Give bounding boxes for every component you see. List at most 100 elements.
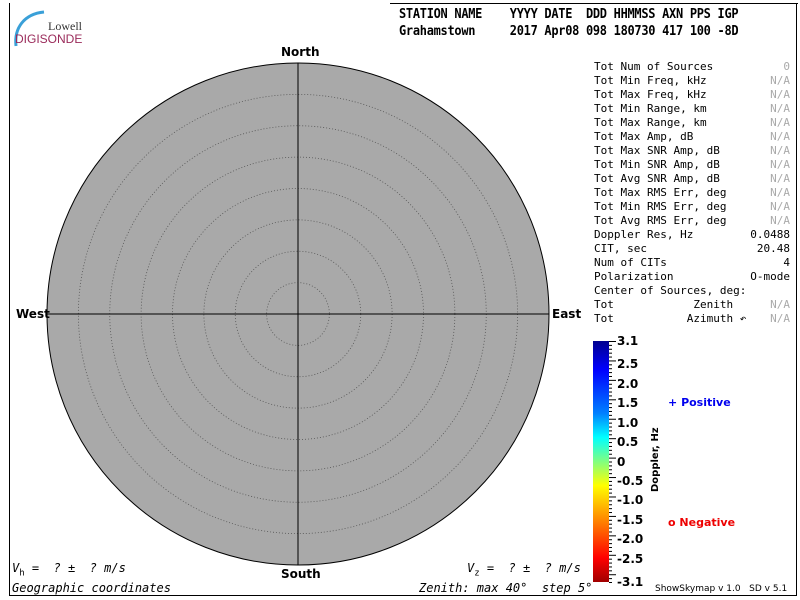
stat-row: Tot Azimuth ↶ N/A [594, 312, 790, 326]
stat-label: Tot Min Range, km [594, 102, 707, 115]
stat-value: 20.48 [756, 242, 790, 255]
stat-label: Tot Max SNR Amp, dB [594, 144, 720, 157]
stat-label: Tot Min SNR Amp, dB [594, 158, 720, 171]
south-label: South [281, 567, 321, 581]
north-label: North [281, 45, 320, 59]
app-version: ShowSkymap v 1.0 [655, 584, 741, 594]
logo-brand: DIGISONDE [15, 32, 83, 46]
colorbar-tick-label: 0.5 [617, 435, 639, 450]
colorbar-tick-label: 2.5 [617, 357, 639, 372]
stat-row: Tot Max RMS Err, deg N/A [594, 186, 790, 200]
vh-symbol: V [12, 561, 20, 575]
colorbar [593, 341, 609, 582]
vh-readout: Vh = ? ± ? m/s [12, 561, 126, 578]
colorbar-ticks [609, 341, 616, 583]
stat-row: Tot Min Range, km N/A [594, 102, 790, 116]
west-label: West [16, 307, 50, 321]
vh-value: = ? ± ? m/s [24, 561, 126, 575]
colorbar-tick-label: 2.0 [617, 376, 639, 391]
stat-label: Tot Max Freq, kHz [594, 88, 707, 101]
colorbar-tick-label: -3.1 [617, 575, 644, 589]
stat-label: Center of Sources, deg: [594, 284, 747, 297]
colorbar-tick-label: 3.1 [617, 334, 639, 348]
stat-row: Tot Avg RMS Err, deg N/A [594, 214, 790, 228]
stat-value: N/A [770, 102, 790, 115]
stat-label: Tot Min RMS Err, deg [594, 200, 727, 213]
stat-label: Tot Max RMS Err, deg [594, 186, 727, 199]
vh-subscript: h [19, 568, 25, 579]
stat-row: CIT, sec 20.48 [594, 242, 790, 256]
stat-label: Doppler Res, Hz [594, 228, 694, 241]
header-labels: STATION NAME YYYY DATE DDD HHMMSS AXN PP… [399, 7, 739, 22]
stat-row: Tot Min Freq, kHz N/A [594, 74, 790, 88]
logo-text: Lowell [48, 19, 82, 33]
colorbar-tick-label: 1.5 [617, 396, 639, 411]
stat-value: N/A [770, 186, 790, 199]
legend-positive: + Positive [668, 396, 731, 409]
stat-row: Tot Max Range, km N/A [594, 116, 790, 130]
colorbar-tick-label: -0.5 [617, 473, 644, 488]
sd-version: SD v 5.1 [749, 584, 788, 594]
stat-row: Tot Zenith N/A [594, 298, 790, 312]
stat-row: Tot Avg SNR Amp, dB N/A [594, 172, 790, 186]
circle-icon: o [668, 516, 676, 529]
stat-value: 0.0488 [750, 228, 790, 241]
stat-label: Tot Max Amp, dB [594, 130, 694, 143]
east-label: East [552, 307, 582, 321]
stat-value: N/A [770, 74, 790, 87]
stat-label: Tot Zenith [594, 298, 734, 311]
stat-value: N/A [770, 200, 790, 213]
zenith-info: Zenith: max 40° step 5° [419, 581, 593, 595]
colorbar-title: Doppler, Hz [650, 427, 661, 492]
header-divider [390, 3, 798, 4]
stat-label: Tot Max Range, km [594, 116, 707, 129]
stat-value: N/A [770, 130, 790, 143]
stat-label: Tot Azimuth ↶ [594, 312, 747, 325]
logo-swoosh-icon [14, 10, 45, 47]
window-frame [9, 3, 797, 596]
colorbar-tick-label: -1.0 [617, 493, 644, 508]
stat-row: Tot Max Freq, kHz N/A [594, 88, 790, 102]
colorbar-tick-label: -2.5 [617, 551, 644, 566]
stat-label: Tot Num of Sources [594, 60, 714, 73]
stat-value: N/A [770, 144, 790, 157]
colorbar-tick-label: -2.0 [617, 532, 644, 547]
stat-value: 0 [783, 60, 790, 73]
colorbar-tick-label: 1.0 [617, 415, 639, 430]
version-info: ShowSkymap v 1.0 SD v 5.1 [655, 584, 787, 594]
stat-row: Tot Max SNR Amp, dB N/A [594, 144, 790, 158]
stat-row: Polarization O-mode [594, 270, 790, 284]
stat-row: Tot Max Amp, dB N/A [594, 130, 790, 144]
stat-value: N/A [770, 214, 790, 227]
stat-label: Polarization [594, 270, 674, 283]
colorbar-tick-label: 0 [617, 454, 626, 469]
stat-row: Center of Sources, deg: [594, 284, 790, 298]
vz-value: = ? ± ? m/s [479, 561, 581, 575]
stat-row: Tot Min SNR Amp, dB N/A [594, 158, 790, 172]
plus-icon: + [668, 396, 678, 409]
legend-positive-label: Positive [681, 396, 731, 409]
stat-row: Doppler Res, Hz 0.0488 [594, 228, 790, 242]
stat-row: Tot Min RMS Err, deg N/A [594, 200, 790, 214]
stat-value: N/A [770, 172, 790, 185]
stat-value: N/A [770, 116, 790, 129]
stat-value: O-mode [750, 270, 790, 283]
stat-row: Num of CITs 4 [594, 256, 790, 270]
stat-label: CIT, sec [594, 242, 647, 255]
colorbar-tick-label: -1.5 [617, 512, 644, 527]
stat-label: Tot Min Freq, kHz [594, 74, 707, 87]
legend-negative: o Negative [668, 516, 735, 529]
vz-readout: Vz = ? ± ? m/s [467, 561, 581, 578]
stat-value: N/A [770, 298, 790, 311]
stat-value: N/A [770, 158, 790, 171]
stat-value: N/A [770, 312, 790, 325]
coordinate-system: Geographic coordinates [12, 581, 171, 595]
vz-subscript: z [474, 568, 480, 579]
vz-symbol: V [467, 561, 475, 575]
stat-label: Tot Avg RMS Err, deg [594, 214, 727, 227]
stat-value: 4 [783, 256, 790, 269]
legend-negative-label: Negative [679, 516, 736, 529]
skymap-plot [46, 62, 550, 566]
stat-label: Num of CITs [594, 256, 667, 269]
stat-row: Tot Num of Sources 0 [594, 60, 790, 74]
